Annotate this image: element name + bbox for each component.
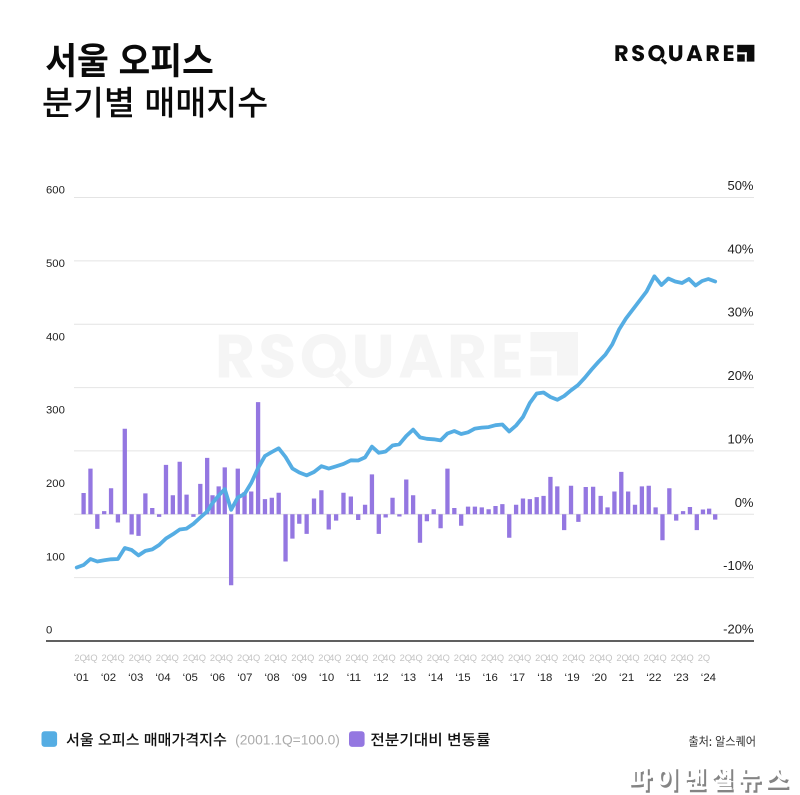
svg-text:4Q: 4Q xyxy=(166,653,178,663)
svg-text:300: 300 xyxy=(46,405,65,417)
svg-text:4Q: 4Q xyxy=(600,653,612,663)
svg-text:0%: 0% xyxy=(735,495,754,510)
svg-text:20%: 20% xyxy=(727,368,753,383)
svg-text:4Q: 4Q xyxy=(275,653,287,663)
svg-text:2Q: 2Q xyxy=(318,653,330,663)
svg-text:4Q: 4Q xyxy=(194,653,206,663)
svg-text:2Q: 2Q xyxy=(345,653,357,663)
svg-text:‘08: ‘08 xyxy=(264,672,279,684)
svg-text:‘24: ‘24 xyxy=(701,672,716,684)
svg-text:2Q: 2Q xyxy=(671,653,683,663)
svg-text:4Q: 4Q xyxy=(681,653,693,663)
svg-text:4Q: 4Q xyxy=(221,653,233,663)
svg-text:2Q: 2Q xyxy=(589,653,601,663)
svg-text:‘16: ‘16 xyxy=(483,672,498,684)
svg-text:‘15: ‘15 xyxy=(455,672,470,684)
svg-text:‘12: ‘12 xyxy=(374,672,389,684)
svg-text:‘14: ‘14 xyxy=(428,672,443,684)
svg-text:2Q: 2Q xyxy=(562,653,574,663)
svg-text:‘02: ‘02 xyxy=(101,672,116,684)
svg-text:2Q: 2Q xyxy=(237,653,249,663)
svg-text:2Q: 2Q xyxy=(400,653,412,663)
svg-text:400: 400 xyxy=(46,331,65,343)
svg-text:200: 200 xyxy=(46,478,65,490)
svg-text:2Q: 2Q xyxy=(291,653,303,663)
svg-text:4Q: 4Q xyxy=(112,653,124,663)
svg-text:2Q: 2Q xyxy=(698,653,710,663)
svg-text:‘13: ‘13 xyxy=(401,672,416,684)
svg-text:2Q: 2Q xyxy=(101,653,113,663)
svg-text:2Q: 2Q xyxy=(74,653,86,663)
svg-text:4Q: 4Q xyxy=(329,653,341,663)
svg-text:2Q: 2Q xyxy=(183,653,195,663)
svg-text:4Q: 4Q xyxy=(248,653,260,663)
svg-text:‘07: ‘07 xyxy=(237,672,252,684)
svg-text:‘09: ‘09 xyxy=(292,672,307,684)
svg-text:4Q: 4Q xyxy=(519,653,531,663)
svg-text:4Q: 4Q xyxy=(627,653,639,663)
svg-text:500: 500 xyxy=(46,258,65,270)
svg-text:‘19: ‘19 xyxy=(564,672,579,684)
svg-text:‘03: ‘03 xyxy=(128,672,143,684)
svg-text:4Q: 4Q xyxy=(465,653,477,663)
svg-text:‘10: ‘10 xyxy=(319,672,334,684)
svg-text:2Q: 2Q xyxy=(508,653,520,663)
svg-text:4Q: 4Q xyxy=(437,653,449,663)
svg-text:‘22: ‘22 xyxy=(646,672,661,684)
svg-text:2Q: 2Q xyxy=(264,653,276,663)
svg-text:2Q: 2Q xyxy=(643,653,655,663)
svg-text:4Q: 4Q xyxy=(410,653,422,663)
svg-text:30%: 30% xyxy=(727,305,753,320)
svg-text:‘05: ‘05 xyxy=(183,672,198,684)
svg-text:40%: 40% xyxy=(727,241,753,256)
svg-text:2Q: 2Q xyxy=(616,653,628,663)
svg-text:‘17: ‘17 xyxy=(510,672,525,684)
svg-text:-20%: -20% xyxy=(723,622,754,637)
svg-text:4Q: 4Q xyxy=(356,653,368,663)
svg-text:2Q: 2Q xyxy=(535,653,547,663)
svg-text:‘21: ‘21 xyxy=(619,672,634,684)
svg-text:4Q: 4Q xyxy=(573,653,585,663)
svg-text:(2001.1Q=100.0): (2001.1Q=100.0) xyxy=(235,733,340,748)
svg-text:4Q: 4Q xyxy=(546,653,558,663)
svg-text:2Q: 2Q xyxy=(427,653,439,663)
svg-text:-10%: -10% xyxy=(723,558,754,573)
svg-text:0: 0 xyxy=(46,625,52,637)
svg-text:4Q: 4Q xyxy=(654,653,666,663)
svg-text:10%: 10% xyxy=(727,431,753,446)
svg-text:‘04: ‘04 xyxy=(155,672,170,684)
svg-text:‘20: ‘20 xyxy=(592,672,607,684)
svg-text:2Q: 2Q xyxy=(481,653,493,663)
svg-text:600: 600 xyxy=(46,185,65,197)
svg-text:‘23: ‘23 xyxy=(674,672,689,684)
svg-text:‘11: ‘11 xyxy=(347,672,361,684)
svg-text:4Q: 4Q xyxy=(85,653,97,663)
svg-text:4Q: 4Q xyxy=(383,653,395,663)
svg-text:‘06: ‘06 xyxy=(210,672,225,684)
svg-text:2Q: 2Q xyxy=(129,653,141,663)
svg-text:2Q: 2Q xyxy=(156,653,168,663)
svg-text:4Q: 4Q xyxy=(139,653,151,663)
svg-text:4Q: 4Q xyxy=(302,653,314,663)
svg-text:50%: 50% xyxy=(727,178,753,193)
svg-text:2Q: 2Q xyxy=(372,653,384,663)
svg-text:2Q: 2Q xyxy=(210,653,222,663)
svg-text:2Q: 2Q xyxy=(454,653,466,663)
svg-text:‘18: ‘18 xyxy=(537,672,552,684)
svg-text:4Q: 4Q xyxy=(492,653,504,663)
svg-text:‘01: ‘01 xyxy=(74,672,89,684)
svg-text:100: 100 xyxy=(46,551,65,563)
